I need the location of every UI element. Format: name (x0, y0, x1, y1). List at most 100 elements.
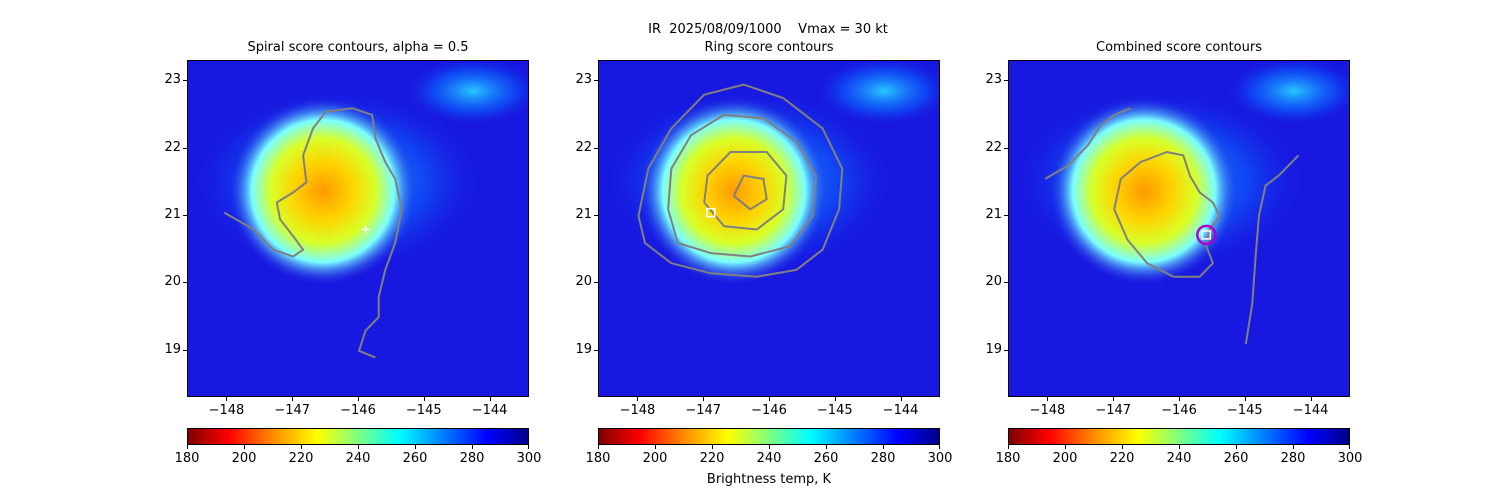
colorbar-tick-label: 220 (1109, 451, 1135, 466)
colorbar-tick-label: 200 (642, 451, 668, 466)
contour-line-0 (223, 107, 403, 359)
x-tick-label: −147 (274, 403, 311, 418)
colorbar-tick-label: 180 (585, 451, 611, 466)
colorbar-tick-label: 220 (288, 451, 314, 466)
colorbar-tick-label: 280 (1280, 451, 1306, 466)
colorbar-tick-label: 200 (231, 451, 257, 466)
colorbar-tick-label: 240 (1166, 451, 1192, 466)
x-tick-label: −148 (619, 403, 656, 418)
colorbar-tick-mark (528, 445, 529, 449)
colorbar-tick-mark (826, 445, 827, 449)
y-tick-mark (594, 147, 598, 149)
ir-field-3 (1009, 61, 1349, 286)
x-tick-label: −146 (340, 403, 376, 418)
x-tick-label: −144 (882, 403, 919, 418)
panel-1-title: Spiral score contours, alpha = 0.5 (247, 40, 469, 55)
colorbar-tick-label: 200 (1052, 451, 1078, 466)
contour-line-2 (1244, 154, 1300, 345)
colorbar-tick-mark (301, 445, 302, 449)
x-tick-mark (900, 397, 902, 401)
colorbar-tick-mark (1065, 445, 1066, 449)
colorbar-tick-label: 300 (927, 451, 953, 466)
ir-image-panel-3 (1009, 61, 1349, 396)
x-tick-label: −145 (816, 403, 853, 418)
y-tick-mark (183, 349, 187, 351)
colorbar-tick-mark (939, 445, 940, 449)
x-tick-mark (1244, 397, 1246, 401)
panel-1-plot[interactable] (187, 60, 529, 397)
panel-3-title: Combined score contours (1096, 40, 1262, 55)
x-tick-mark (703, 397, 705, 401)
x-tick-mark (489, 397, 491, 401)
colorbar-tick-label: 260 (402, 451, 428, 466)
colorbar-tick-mark (472, 445, 473, 449)
combined-contours (1044, 107, 1300, 345)
center-circle-marker (1196, 224, 1217, 246)
x-tick-mark (769, 397, 770, 401)
y-tick-label: 20 (575, 274, 592, 290)
ir-image-panel-1 (188, 61, 528, 396)
x-tick-mark (1179, 397, 1180, 401)
y-tick-mark (594, 215, 598, 217)
ring-contours (637, 83, 844, 278)
y-tick-label: 22 (575, 139, 592, 155)
x-tick-label: −146 (751, 403, 787, 418)
colorbar-tick-mark (187, 445, 188, 449)
x-tick-mark (1113, 397, 1115, 401)
x-tick-mark (637, 397, 639, 401)
x-tick-label: −144 (471, 403, 508, 418)
colorbar-tick-label: 220 (699, 451, 725, 466)
x-tick-mark (358, 397, 359, 401)
colorbar-tick-mark (358, 445, 359, 449)
x-tick-mark (423, 397, 425, 401)
colorbar-tick-label: 240 (756, 451, 782, 466)
x-tick-mark (292, 397, 294, 401)
colorbar-tick-mark (1179, 445, 1180, 449)
y-tick-mark (1004, 282, 1008, 284)
contour-line-2 (703, 151, 788, 231)
x-tick-label: −148 (1029, 403, 1066, 418)
y-tick-mark (1004, 80, 1008, 82)
center-square-marker (1201, 230, 1212, 240)
y-tick-mark (594, 80, 598, 82)
contour-line-3 (732, 174, 768, 211)
x-tick-mark (1310, 397, 1312, 401)
y-tick-label: 19 (575, 341, 592, 357)
y-tick-mark (594, 349, 598, 351)
colorbar-tick-mark (1293, 445, 1294, 449)
colorbar-tick-label: 180 (995, 451, 1021, 466)
y-tick-label: 20 (164, 274, 181, 290)
y-tick-mark (1004, 215, 1008, 217)
y-tick-label: 22 (164, 139, 181, 155)
y-tick-mark (183, 80, 187, 82)
x-tick-mark (226, 397, 228, 401)
spiral-contours (223, 107, 403, 359)
colorbar-tick-mark (712, 445, 713, 449)
colorbar-tick-label: 280 (459, 451, 485, 466)
colorbar-tick-label: 260 (1223, 451, 1249, 466)
colorbar-label: Brightness temp, K (706, 472, 832, 487)
colorbar-tick-label: 260 (813, 451, 839, 466)
colorbar-tick-mark (769, 445, 770, 449)
x-tick-mark (1047, 397, 1049, 401)
contour-line-1 (667, 113, 817, 258)
colorbar-tick-mark (415, 445, 416, 449)
panel-2-plot[interactable] (598, 60, 940, 397)
colorbar-tick-label: 280 (870, 451, 896, 466)
colorbar-1 (187, 428, 529, 445)
panel-3-plot[interactable] (1008, 60, 1350, 397)
y-tick-label: 21 (575, 207, 592, 223)
colorbar-tick-mark (244, 445, 245, 449)
colorbar-tick-mark (655, 445, 656, 449)
colorbar-2 (598, 428, 940, 445)
colorbar-tick-label: 240 (345, 451, 371, 466)
y-tick-label: 23 (164, 72, 181, 88)
x-tick-label: −146 (1161, 403, 1197, 418)
x-tick-label: −145 (1226, 403, 1263, 418)
x-tick-label: −147 (1095, 403, 1132, 418)
figure-suptitle: IR 2025/08/09/1000 Vmax = 30 kt (648, 22, 888, 37)
colorbar-tick-label: 300 (516, 451, 542, 466)
colorbar-tick-mark (598, 445, 599, 449)
x-tick-label: −148 (208, 403, 245, 418)
y-tick-mark (1004, 349, 1008, 351)
